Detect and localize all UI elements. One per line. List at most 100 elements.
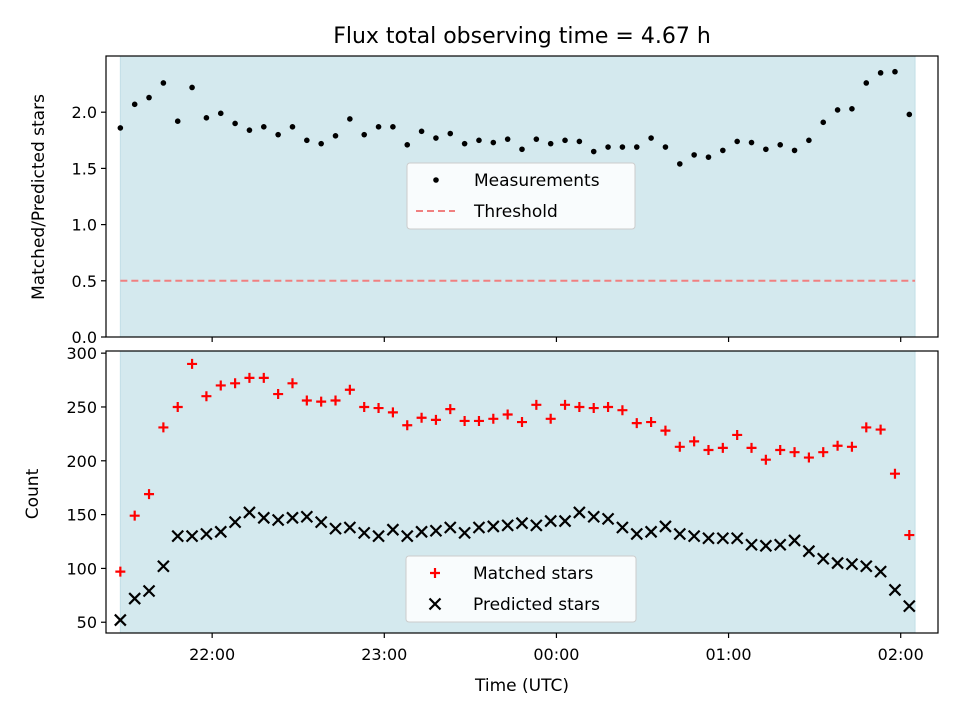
predicted-star-point <box>687 529 701 543</box>
legend-box <box>406 162 636 230</box>
matched-star-point <box>832 440 843 451</box>
legend-label: Threshold <box>473 202 558 222</box>
measurement-point <box>217 110 224 117</box>
y-tick-label: 0.5 <box>72 272 97 291</box>
predicted-star-point <box>415 525 428 539</box>
predicted-star-point <box>214 525 228 539</box>
predicted-star-point <box>487 520 500 533</box>
measurement-point <box>619 144 626 150</box>
predicted-star-point <box>171 529 185 543</box>
chart-title: Flux total observing time = 4.67 h <box>333 24 711 49</box>
predicted-star-point <box>745 538 758 552</box>
matched-star-point <box>301 395 312 406</box>
measurement-point <box>490 139 497 146</box>
measurement-point <box>318 140 324 147</box>
matched-star-point <box>531 399 542 410</box>
measurement-point <box>461 140 468 147</box>
predicted-star-point <box>845 557 859 571</box>
predicted-star-point <box>257 511 271 525</box>
matched-star-point <box>574 401 585 412</box>
predicted-star-point <box>329 522 342 535</box>
x-tick-label: 22:00 <box>189 645 235 664</box>
measurement-point <box>590 148 597 155</box>
matched-star-point <box>646 417 657 428</box>
predicted-star-point <box>400 529 414 543</box>
predicted-star-point <box>816 552 830 566</box>
matched-star-point <box>445 404 456 415</box>
predicted-star-point <box>716 532 730 545</box>
matched-star-point <box>889 468 900 479</box>
measurement-point <box>691 152 697 158</box>
matched-star-point <box>703 445 714 456</box>
matched-star-point <box>689 436 700 447</box>
predicted-star-point <box>544 514 557 528</box>
predicted-star-point <box>773 538 787 552</box>
measurement-point <box>504 136 511 142</box>
measurement-point <box>131 101 138 108</box>
predicted-star-point <box>228 515 242 529</box>
predicted-star-point <box>903 599 916 613</box>
legend-plus-swatch <box>430 568 440 578</box>
predicted-star-point <box>702 532 715 545</box>
x-axis-label: Time (UTC) <box>474 676 569 696</box>
predicted-star-point <box>673 527 687 541</box>
top-plot-panel: 0.0 0.5 1.0 1.5 2.0 Measurements Threshold <box>72 55 939 347</box>
matched-star-point <box>746 442 757 453</box>
matched-star-point <box>473 415 484 426</box>
measurement-point <box>763 146 769 153</box>
legend-x-swatch <box>428 597 442 611</box>
y-tick-label: 150 <box>66 506 97 525</box>
matched-star-point <box>603 401 614 412</box>
measurement-point <box>476 137 482 144</box>
measurement-point <box>289 124 296 130</box>
predicted-star-point <box>300 510 314 524</box>
matched-star-point <box>201 391 212 402</box>
matched-star-point <box>789 447 800 458</box>
predicted-star-point <box>759 539 773 553</box>
matched-star-point <box>488 413 499 424</box>
measurement-point <box>246 127 253 133</box>
measurement-point <box>820 119 827 126</box>
predicted-star-point <box>429 524 443 538</box>
x-tick-label: 02:00 <box>878 645 924 664</box>
top-y-axis-label: Matched/Predicted stars <box>29 94 49 300</box>
matched-star-point <box>172 401 183 412</box>
predicted-star-point <box>587 510 601 524</box>
matched-star-point <box>631 418 642 429</box>
predicted-star-point <box>644 525 658 539</box>
predicted-star-point <box>573 506 586 519</box>
predicted-star-point <box>616 521 629 534</box>
measurement-point <box>892 68 898 75</box>
predicted-star-point <box>128 592 141 605</box>
matched-star-point <box>115 566 126 577</box>
measurement-point <box>676 161 683 167</box>
matched-star-point <box>287 378 298 389</box>
measurement-point <box>906 111 913 118</box>
measurement-point <box>720 147 726 154</box>
predicted-star-point <box>114 613 127 627</box>
measurement-point <box>433 135 439 141</box>
x-tick-label: 01:00 <box>706 645 752 664</box>
y-tick-label: 1.0 <box>72 216 97 235</box>
measurement-point <box>260 124 267 130</box>
y-tick-label: 100 <box>66 559 97 578</box>
measurement-point <box>203 115 210 121</box>
measurement-point <box>791 147 798 154</box>
measurement-point <box>146 94 152 101</box>
predicted-star-point <box>343 521 357 534</box>
measurement-point <box>390 124 396 130</box>
matched-star-point <box>373 403 384 414</box>
matched-star-point <box>316 396 327 407</box>
legend-box <box>405 555 637 623</box>
predicted-star-point <box>386 523 400 536</box>
predicted-star-point <box>730 532 744 545</box>
matched-star-point <box>588 403 599 414</box>
measurement-point <box>418 128 425 135</box>
y-tick-label: 300 <box>66 344 97 363</box>
predicted-star-point <box>530 519 543 532</box>
matched-star-point <box>502 409 513 420</box>
y-tick-label: 50 <box>77 613 97 632</box>
measurement-point <box>605 144 611 150</box>
predicted-star-point <box>831 556 844 570</box>
predicted-star-point <box>859 559 873 573</box>
